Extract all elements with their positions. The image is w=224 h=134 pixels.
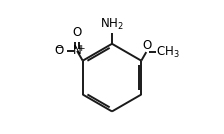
Text: CH$_3$: CH$_3$ (157, 44, 180, 60)
Text: O: O (54, 44, 63, 57)
Text: O: O (142, 39, 151, 52)
Text: NH$_2$: NH$_2$ (100, 17, 124, 32)
Text: O: O (72, 26, 82, 39)
Text: N: N (73, 44, 82, 57)
Text: +: + (77, 44, 84, 53)
Text: −: − (55, 43, 64, 53)
